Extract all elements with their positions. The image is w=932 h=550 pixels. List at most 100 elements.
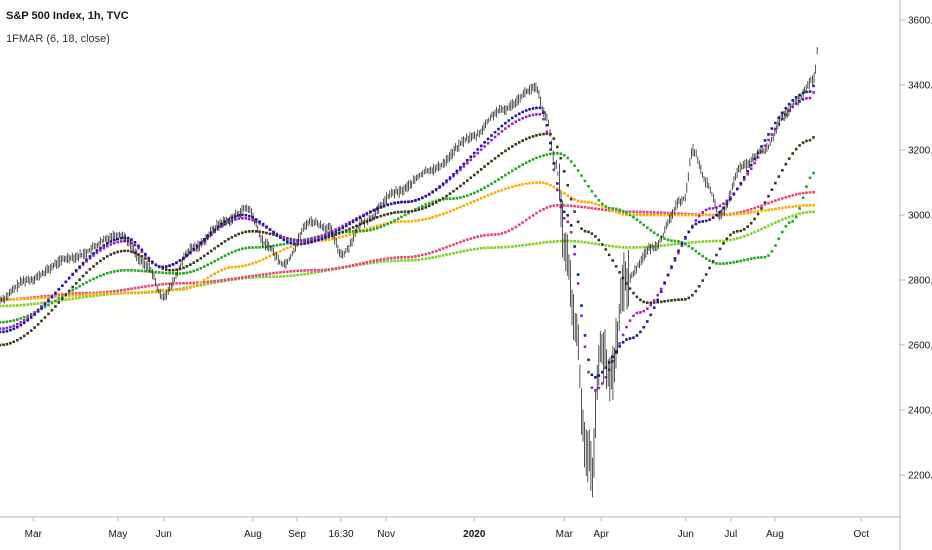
ma-point <box>241 217 244 220</box>
ma-point <box>202 280 206 284</box>
ma-point <box>71 297 74 301</box>
ma-point <box>673 257 677 260</box>
ma-point <box>801 191 805 195</box>
ma-point <box>767 224 770 228</box>
ma-point <box>247 214 251 218</box>
ma-point <box>722 206 725 210</box>
ma-point <box>81 282 85 286</box>
ma-point <box>216 228 220 231</box>
ma-point <box>227 278 230 281</box>
ma-point <box>317 270 320 274</box>
ma-point <box>431 200 434 204</box>
ma-point <box>351 219 355 222</box>
ma-point <box>434 199 438 203</box>
ma-point <box>12 304 16 307</box>
ma-point <box>123 239 126 243</box>
ma-point <box>0 327 2 330</box>
ma-point <box>209 282 213 285</box>
ma-point <box>652 211 656 214</box>
ma-point <box>746 233 749 237</box>
time-axis[interactable]: Mar May Jun Aug Sep 16:30 Nov 2020 Mar Apr Jun Jul A… <box>25 517 870 540</box>
ma-point <box>334 228 338 231</box>
ma-point <box>680 298 684 301</box>
ma-point <box>618 208 621 212</box>
ma-point <box>666 211 670 215</box>
ma-point <box>781 169 784 172</box>
ma-point <box>292 242 296 246</box>
ma-point <box>711 260 715 263</box>
ma-point <box>514 120 518 123</box>
ma-point <box>663 244 666 247</box>
ma-point <box>524 243 528 247</box>
ma-point <box>725 239 729 242</box>
ma-point <box>40 319 43 323</box>
ma-point <box>92 254 95 257</box>
ma-point <box>587 358 590 362</box>
ma-point <box>36 302 40 305</box>
ma-point <box>286 274 289 278</box>
ma-point <box>78 278 81 281</box>
ma-point <box>514 167 518 170</box>
ma-point <box>362 229 365 233</box>
ma-point <box>497 246 500 249</box>
ma-point <box>531 135 535 138</box>
ma-point <box>656 298 659 302</box>
ma-point <box>476 190 479 193</box>
ma-point <box>545 182 549 185</box>
ma-point <box>102 273 106 276</box>
ma-point <box>767 254 770 257</box>
ma-point <box>646 301 649 304</box>
ma-point <box>635 334 639 337</box>
ma-point <box>452 243 455 246</box>
ma-point <box>580 227 583 230</box>
ma-point <box>784 162 788 166</box>
ma-point <box>227 252 230 256</box>
ma-point <box>320 237 324 240</box>
ma-point <box>673 213 677 217</box>
ma-point <box>64 280 68 284</box>
ma-point <box>192 261 196 264</box>
ma-point <box>469 237 473 240</box>
ma-point <box>19 303 23 307</box>
ma-point <box>417 208 421 211</box>
ma-point <box>805 185 808 188</box>
ma-point <box>99 246 102 250</box>
ma-point <box>642 223 646 227</box>
ma-point <box>344 230 348 234</box>
ma-point <box>569 197 573 201</box>
ma-point <box>542 181 545 185</box>
ma-point <box>632 215 635 219</box>
ma-point <box>742 228 746 231</box>
y-tick-label: 2200.0 <box>908 471 932 482</box>
ma-point <box>16 322 19 326</box>
ma-point <box>490 192 493 196</box>
ma-point <box>171 268 175 272</box>
ma-point <box>29 329 33 332</box>
ma-point <box>697 214 701 218</box>
ma-point <box>275 271 279 275</box>
price-axis[interactable]: 2200.0 2400.0 2600.0 2800.0 3000.0 3200.0 3400… <box>900 16 932 482</box>
ma-point <box>317 238 320 242</box>
ma-point <box>607 206 611 210</box>
ma-point <box>445 179 448 182</box>
ma-point <box>379 260 383 264</box>
indicator-label[interactable]: 1FMAR (6, 18, close) <box>6 33 110 45</box>
symbol-title[interactable]: S&P 500 Index, 1h, TVC <box>6 10 129 22</box>
ma-point <box>182 288 185 291</box>
ma-point <box>483 186 486 189</box>
ma-point <box>559 189 563 193</box>
ma-point <box>272 271 275 275</box>
ma-point <box>54 292 57 295</box>
ma-point <box>251 218 254 222</box>
ma-point <box>147 256 151 260</box>
ma-point <box>732 238 736 241</box>
ma-point <box>414 258 417 262</box>
ma-point <box>490 159 493 163</box>
ma-point <box>40 305 43 308</box>
ma-point <box>587 200 590 204</box>
ma-point <box>590 232 594 235</box>
ma-point <box>704 240 708 243</box>
ma-point <box>279 249 282 253</box>
ma-point <box>393 219 396 222</box>
